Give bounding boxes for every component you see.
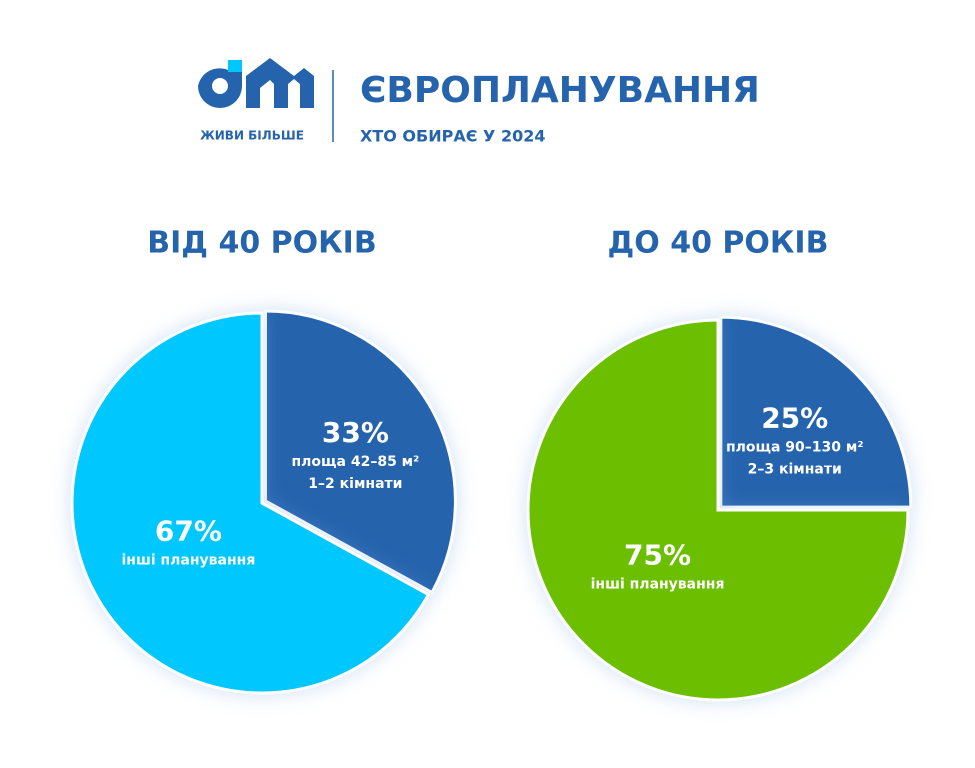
value-label: 67% bbox=[155, 515, 222, 548]
slice-label: інші планування bbox=[591, 576, 725, 592]
pie-slice bbox=[263, 309, 457, 595]
slice-label: площа 90–130 м² bbox=[726, 439, 864, 455]
pie-slice bbox=[526, 318, 910, 702]
slice-label: інші планування bbox=[121, 553, 255, 569]
subtitle: ХТО ОБИРАЄ У 2024 bbox=[360, 127, 545, 146]
pie-title: ВІД 40 РОКІВ bbox=[147, 226, 376, 261]
slice-label: 2–3 кімнати bbox=[748, 461, 842, 477]
pie-slice bbox=[719, 315, 913, 509]
logo-text: ЖИВИ БІЛЬШЕ bbox=[200, 129, 304, 143]
value-label: 25% bbox=[761, 401, 828, 434]
logo bbox=[198, 58, 314, 108]
pie-title: ДО 40 РОКІВ bbox=[608, 226, 829, 261]
value-label: 75% bbox=[624, 538, 691, 571]
slice-label: площа 42–85 м² bbox=[292, 454, 420, 470]
pie-slice bbox=[70, 311, 431, 695]
title: ЄВРОПЛАНУВАННЯ bbox=[360, 70, 760, 111]
slice-label: 1–2 кімнати bbox=[308, 476, 402, 492]
value-label: 33% bbox=[322, 416, 389, 449]
